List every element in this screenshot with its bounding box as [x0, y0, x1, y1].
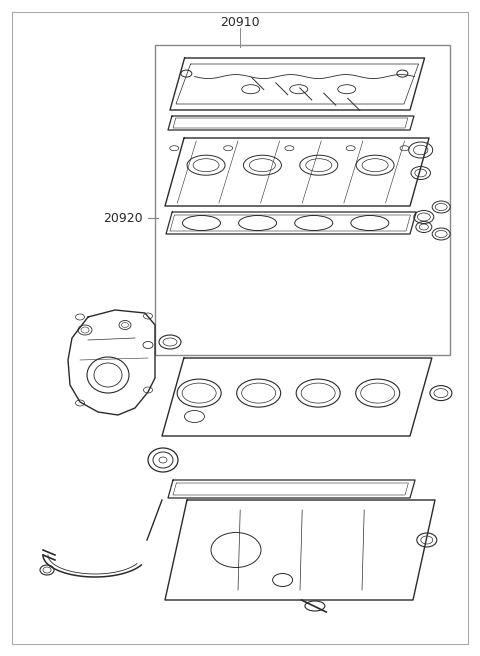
Bar [155, 45, 450, 355]
Text: 20920: 20920 [103, 211, 143, 224]
Text: 20910: 20910 [220, 16, 260, 28]
